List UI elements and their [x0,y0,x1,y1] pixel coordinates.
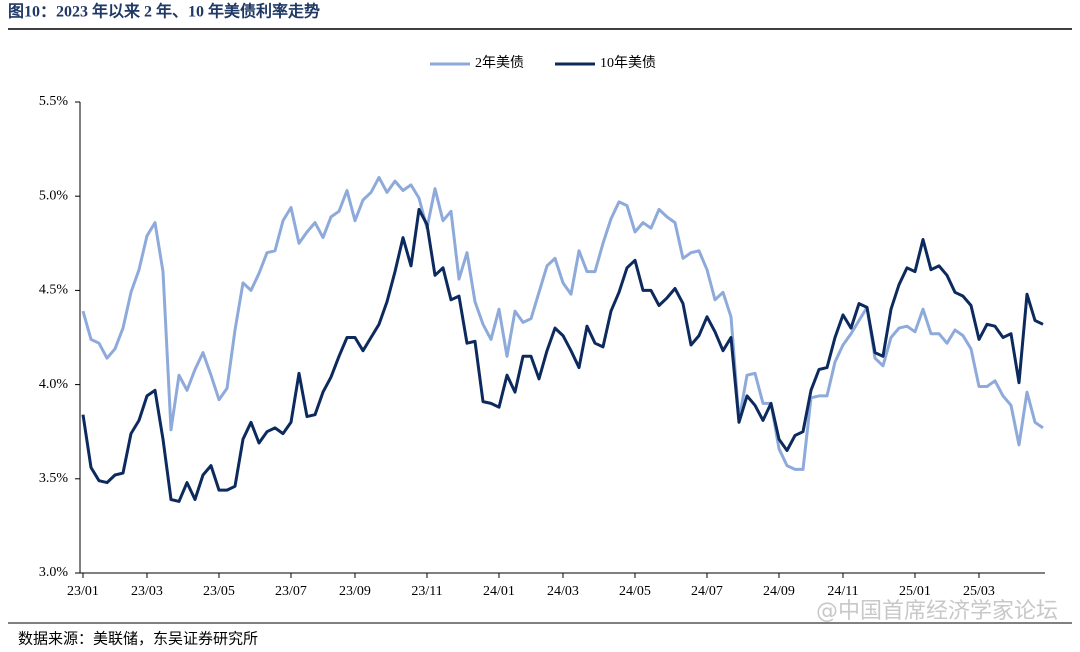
y-tick-label: 4.0% [39,377,69,392]
x-tick-label: 25/03 [963,584,995,599]
legend-label: 2年美债 [475,55,524,71]
y-tick-label: 3.5% [39,471,69,486]
source-note: 数据来源：美联储，东吴证券研究所 [18,630,258,647]
y-tick-label: 5.0% [39,188,69,203]
x-tick-label: 24/09 [763,584,795,599]
x-tick-label: 23/03 [131,584,163,599]
x-tick-label: 23/11 [411,584,442,599]
x-tick-label: 25/01 [899,584,931,599]
x-tick-label: 23/01 [67,584,99,599]
y-tick-label: 3.0% [39,565,69,580]
watermark: @中国首席经济学家论坛 [816,599,1058,624]
x-tick-label: 24/11 [827,584,858,599]
y-tick-label: 4.5% [39,283,69,298]
chart-title: 图10：2023 年以来 2 年、10 年美债利率走势 [8,2,320,21]
x-tick-label: 23/07 [275,584,307,599]
series-line [81,207,1044,503]
legend-label: 10年美债 [600,55,656,71]
x-tick-label: 24/03 [547,584,579,599]
x-tick-label: 24/01 [483,584,515,599]
x-tick-label: 23/05 [203,584,235,599]
y-tick-label: 5.5% [39,94,69,109]
series-line [81,175,1044,471]
x-tick-label: 24/07 [691,584,723,599]
x-tick-label: 24/05 [619,584,651,599]
x-tick-label: 23/09 [339,584,371,599]
